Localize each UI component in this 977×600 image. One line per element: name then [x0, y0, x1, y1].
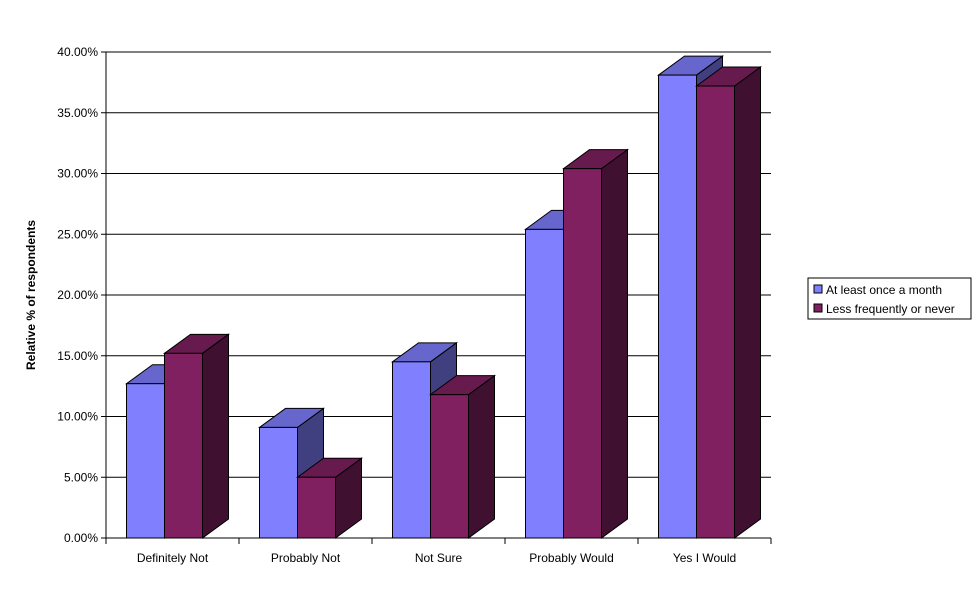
- legend-label-less-frequently-or-never: Less frequently or never: [826, 302, 955, 316]
- bar-front-face: [164, 352, 203, 539]
- y-tick-labels: 0.00% 5.00% 10.00% 15.00% 20.00% 25.00% 30.00%…: [57, 45, 98, 545]
- x-category-label-probably-not: Probably Not: [271, 551, 341, 565]
- y-tick-label: 25.00%: [57, 227, 98, 241]
- bar-front-face: [658, 74, 697, 539]
- legend-box: [807, 277, 972, 320]
- x-category-labels: Definitely Not Probably Not Not Sure Probab…: [137, 551, 736, 565]
- legend-swatch-less-frequently-or-never: [813, 303, 823, 313]
- bar-side-face: [202, 333, 229, 539]
- bar-side-face: [468, 374, 495, 539]
- bar-side-face: [734, 66, 761, 539]
- bar-side-face: [601, 148, 628, 539]
- y-tick-label: 40.00%: [57, 45, 98, 59]
- x-category-label-probably-would: Probably Would: [529, 551, 614, 565]
- bar-front-face: [430, 394, 469, 539]
- x-category-label-definitely-not: Definitely Not: [137, 551, 209, 565]
- bar-probably-not-less-frequently-or-never: [295, 457, 364, 539]
- legend: At least once a month Less frequently or…: [807, 277, 972, 320]
- y-tick-label: 30.00%: [57, 167, 98, 181]
- y-tick-label: 15.00%: [57, 349, 98, 363]
- bar-probably-would-less-frequently-or-never: [561, 148, 630, 539]
- bar-front-face: [259, 426, 298, 539]
- legend-label-at-least-once-a-month: At least once a month: [826, 283, 942, 297]
- y-axis-title: Relative % of respondents: [24, 220, 38, 370]
- bar-not-sure-less-frequently-or-never: [428, 374, 497, 539]
- bar-front-face: [392, 361, 431, 539]
- bar-front-face: [297, 476, 336, 539]
- y-tick-label: 5.00%: [64, 470, 98, 484]
- bar-front-face: [126, 383, 165, 539]
- bar-yes-i-would-less-frequently-or-never: [694, 66, 763, 539]
- y-tick-label: 35.00%: [57, 106, 98, 120]
- bar-front-face: [563, 168, 602, 539]
- x-category-label-not-sure: Not Sure: [415, 551, 463, 565]
- legend-swatch-at-least-once-a-month: [813, 284, 823, 294]
- bar-definitely-not-less-frequently-or-never: [162, 333, 231, 539]
- x-category-label-yes-i-would: Yes I Would: [673, 551, 736, 565]
- bar-front-face: [696, 85, 735, 539]
- y-tick-label: 20.00%: [57, 288, 98, 302]
- y-tick-label: 10.00%: [57, 410, 98, 424]
- bar-front-face: [525, 228, 564, 539]
- bars: [124, 55, 763, 539]
- y-tick-label: 0.00%: [64, 531, 98, 545]
